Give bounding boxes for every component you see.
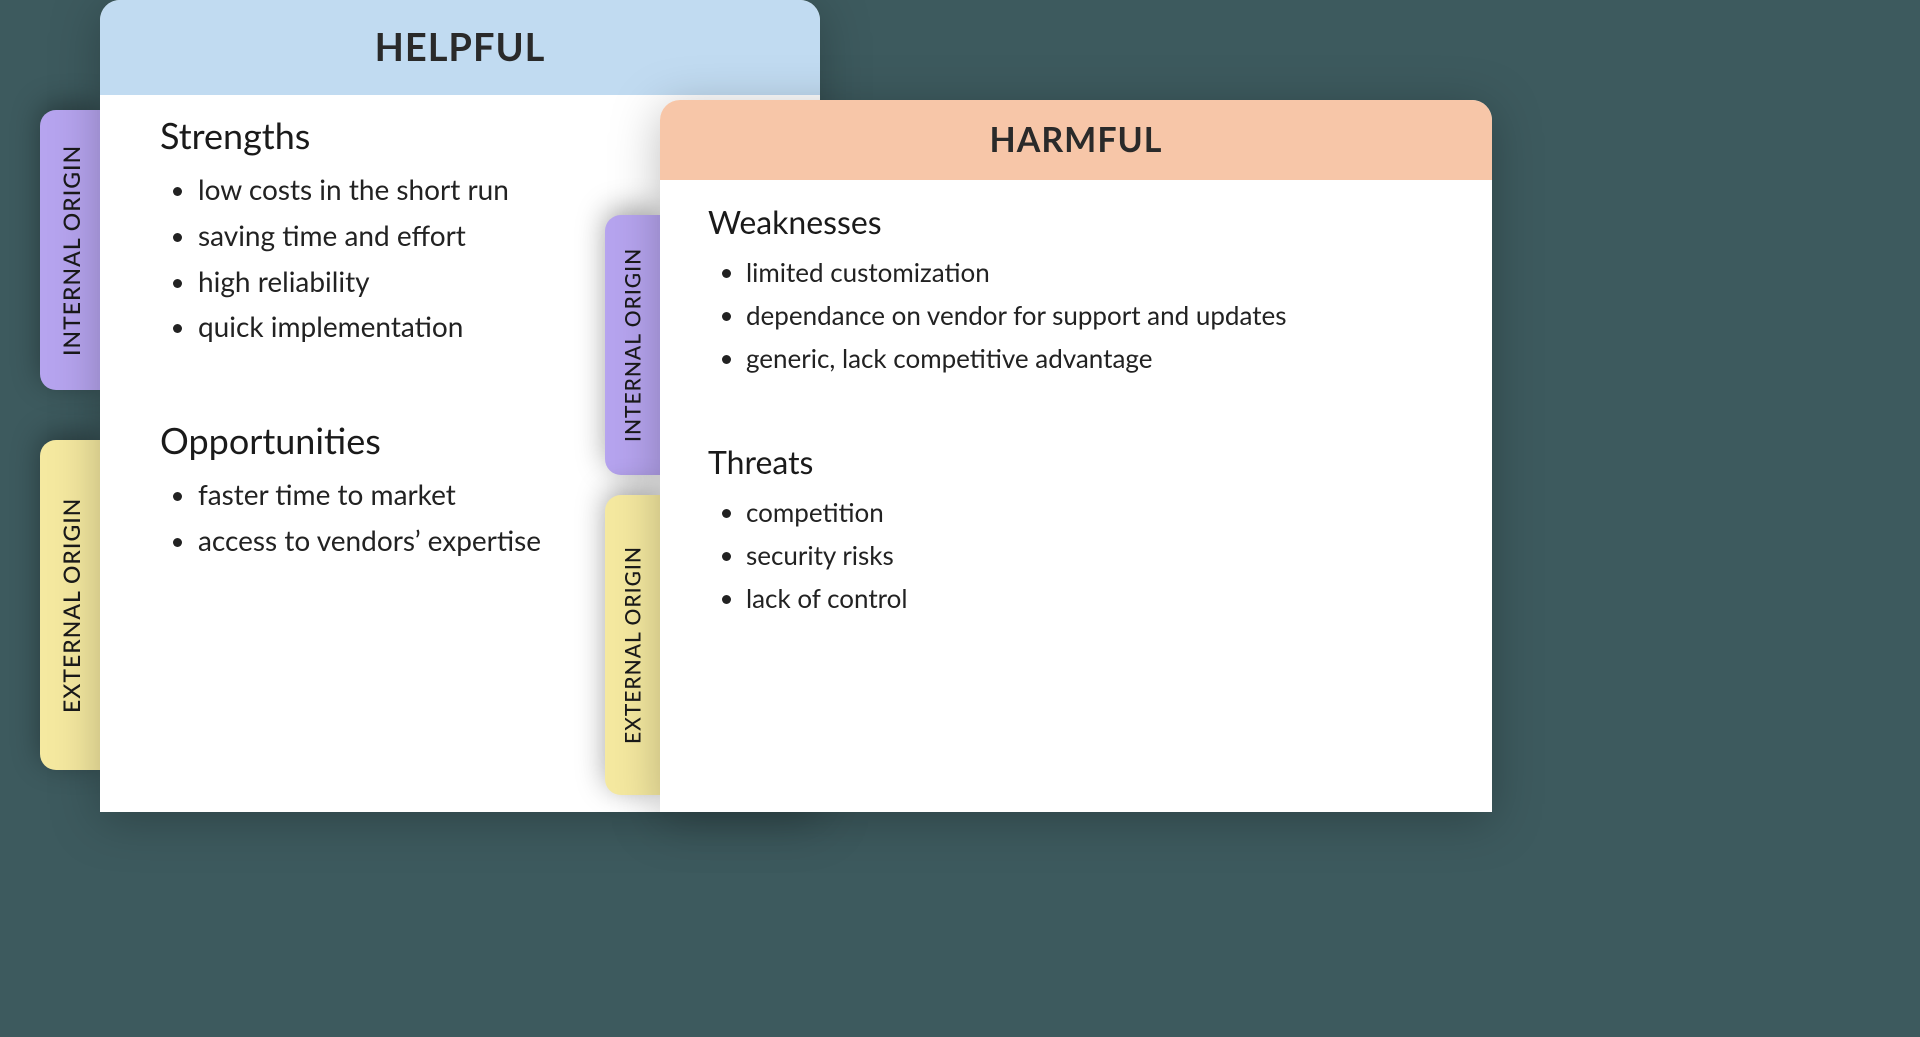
harmful-header: HARMFUL [660,100,1492,180]
tab-label: EXTERNAL ORIGIN [621,546,646,744]
list-item: security risks [746,538,1450,573]
tab-external-origin-left: EXTERNAL ORIGIN [40,440,102,770]
tab-label: INTERNAL ORIGIN [621,248,646,442]
list-item: generic, lack competitive advantage [746,341,1450,376]
helpful-header: HELPFUL [100,0,820,95]
tab-label: EXTERNAL ORIGIN [57,497,85,712]
list-item: competition [746,495,1450,530]
tab-label: INTERNAL ORIGIN [57,144,85,355]
harmful-card: HARMFUL Weaknesses limited customization… [660,100,1492,812]
tab-internal-origin-right: INTERNAL ORIGIN [605,215,661,475]
list-item: limited customization [746,255,1450,290]
list-item: dependance on vendor for support and upd… [746,298,1450,333]
threats-list: competition security risks lack of contr… [746,495,1450,616]
threats-title: Threats [708,442,1450,481]
harmful-body: Weaknesses limited customization dependa… [660,180,1492,665]
list-item: lack of control [746,581,1450,616]
weaknesses-title: Weaknesses [708,202,1450,241]
tab-external-origin-right: EXTERNAL ORIGIN [605,495,661,795]
tab-internal-origin-left: INTERNAL ORIGIN [40,110,102,390]
swot-canvas: INTERNAL ORIGIN EXTERNAL ORIGIN HELPFUL … [0,0,1500,812]
weaknesses-list: limited customization dependance on vend… [746,255,1450,376]
